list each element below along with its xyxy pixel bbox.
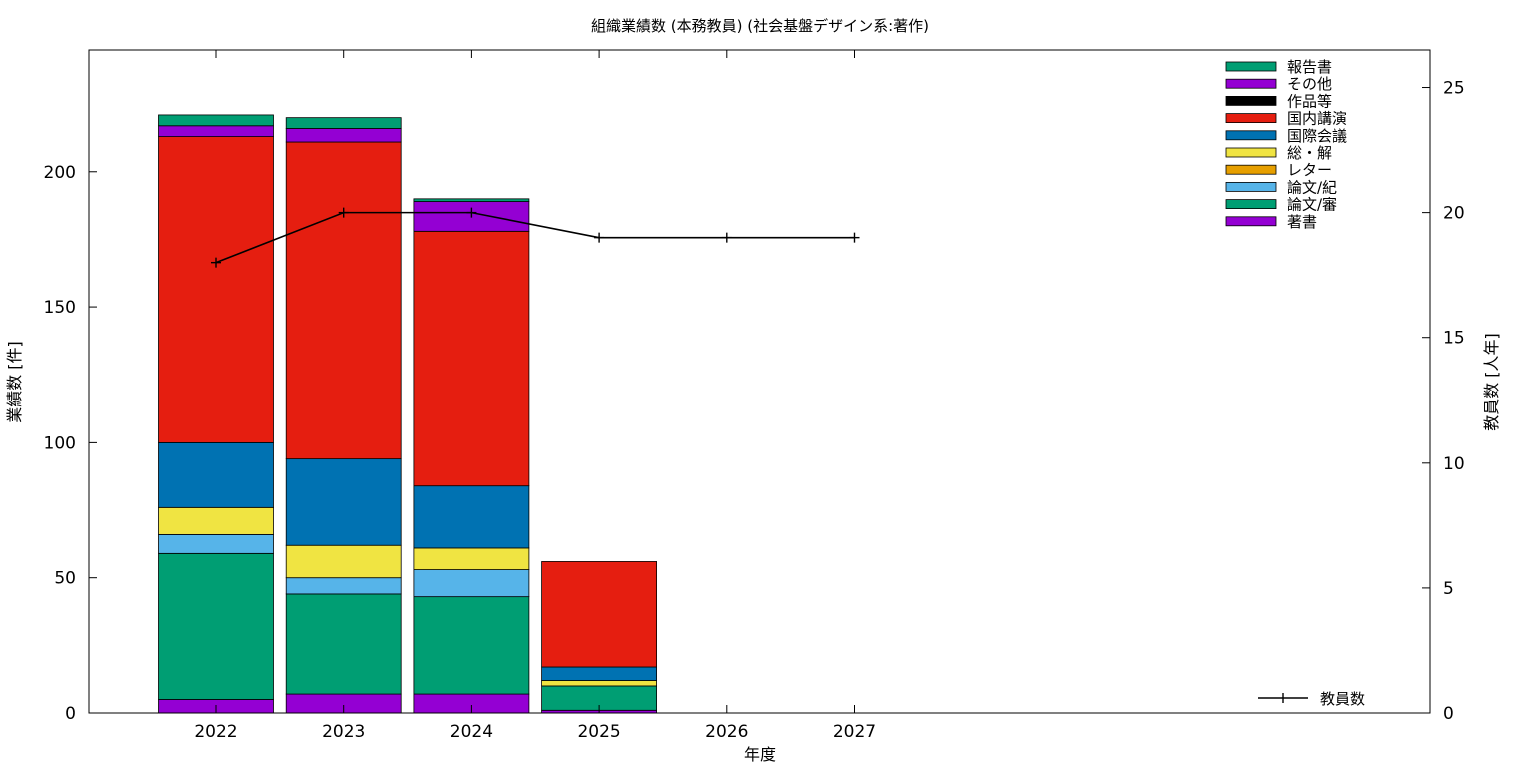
y-axis-left: 0 50 100 150 200	[44, 163, 97, 724]
legend-label: 著書	[1287, 213, 1317, 231]
teacher-count-point-2022	[211, 257, 221, 268]
legend-swatch	[1225, 216, 1277, 227]
teacher-count-point-2023	[338, 207, 349, 218]
x-tick-label-2026: 2026	[705, 722, 748, 742]
y-tick-label-200: 200	[44, 163, 76, 183]
legend-entry-8: 論文/審	[1225, 196, 1337, 214]
teacher-count-point-2027	[849, 232, 860, 243]
legend-line-entry: 教員数	[1258, 690, 1365, 708]
y2-tick-label-10: 10	[1443, 454, 1465, 474]
y2-axis-label: 教員数 [人年]	[1482, 333, 1501, 431]
teacher-count-line	[211, 207, 860, 268]
chart-title: 組織業績数 (本務教員) (社会基盤デザイン系:著作)	[591, 17, 929, 35]
legend-label: 報告書	[1287, 58, 1332, 76]
legend-label: その他	[1287, 75, 1332, 93]
bar-segment-2023-9	[285, 117, 402, 129]
legend-label: 作品等	[1287, 92, 1332, 110]
x-axis-label: 年度	[744, 745, 776, 764]
legend-swatch	[1225, 113, 1277, 123]
legend-entry-2: 作品等	[1225, 92, 1332, 110]
y-tick-label-100: 100	[44, 433, 76, 453]
legend-entry-1: その他	[1225, 75, 1332, 93]
bar-segment-2023-5	[285, 458, 402, 546]
bar-segment-2022-4	[158, 506, 274, 535]
bar-segment-2024-4	[413, 547, 530, 570]
legend-label: 総・解	[1287, 144, 1332, 162]
bars	[158, 114, 657, 714]
legend-entry-0: 報告書	[1225, 58, 1332, 76]
bar-segment-2022-1	[158, 552, 274, 700]
bar-segment-2024-6	[413, 230, 530, 487]
bar-segment-2024-9	[413, 198, 530, 202]
plot-frame	[88, 49, 1431, 714]
teacher-count-polyline	[215, 211, 855, 264]
bar-segment-2022-8	[158, 125, 274, 137]
legend-entry-9: 著書	[1225, 213, 1317, 231]
y-tick-label-0: 0	[65, 704, 76, 724]
teacher-count-point-2025	[594, 232, 605, 243]
legend-label: 論文/紀	[1287, 178, 1337, 196]
legend-swatch	[1225, 181, 1277, 192]
y-tick-label-50: 50	[54, 569, 76, 589]
bar-segment-2024-1	[413, 596, 530, 695]
legend-swatch	[1225, 96, 1277, 106]
bar-segment-2025-5	[541, 666, 657, 681]
bar-segment-2023-6	[285, 141, 402, 460]
y-axis-right: 0 5 10 15 20 25	[1422, 79, 1465, 724]
legend-swatch	[1225, 164, 1277, 175]
teacher-count-point-2024	[466, 207, 477, 218]
bar-segment-2022-6	[158, 136, 274, 443]
bar-segment-2023-2	[285, 577, 402, 595]
legend-entry-3: 国内講演	[1225, 110, 1347, 128]
legend-swatch	[1225, 130, 1277, 141]
bar-segment-2025-6	[541, 561, 657, 668]
bar-segment-2022-2	[158, 533, 274, 554]
legend-line-label: 教員数	[1320, 690, 1365, 708]
legend-label: 国際会議	[1287, 127, 1347, 145]
x-tick-label-2024: 2024	[450, 722, 493, 742]
bar-segment-2025-4	[541, 680, 657, 687]
x-axis: 2022 2023 2024 2025 2026 2027	[194, 50, 876, 742]
legend-entry-7: 論文/紀	[1225, 178, 1337, 196]
legend-swatch	[1225, 78, 1277, 89]
legend-entry-4: 国際会議	[1225, 127, 1347, 145]
y2-tick-label-0: 0	[1443, 704, 1454, 724]
legend-label: レター	[1287, 161, 1332, 179]
y2-tick-label-15: 15	[1443, 329, 1465, 349]
y-tick-label-150: 150	[44, 298, 76, 318]
legend-label: 国内講演	[1287, 110, 1347, 128]
y2-tick-label-20: 20	[1443, 204, 1465, 224]
legend-label: 論文/審	[1287, 196, 1337, 214]
bar-segment-2023-8	[285, 128, 402, 143]
legend-entry-6: レター	[1225, 161, 1332, 179]
bar-segment-2023-1	[285, 593, 402, 695]
x-tick-label-2027: 2027	[833, 722, 876, 742]
legend-entry-5: 総・解	[1225, 144, 1332, 162]
bar-segment-2022-5	[158, 441, 274, 508]
bar-segment-2024-5	[413, 485, 530, 549]
legend-swatch	[1225, 199, 1277, 210]
y-axis-label: 業績数 [件]	[5, 341, 24, 423]
bar-segment-2022-9	[158, 114, 274, 127]
x-tick-label-2022: 2022	[194, 722, 237, 742]
bar-segment-2024-2	[413, 569, 530, 598]
y2-tick-label-25: 25	[1443, 79, 1465, 99]
y2-tick-label-5: 5	[1443, 579, 1454, 599]
x-tick-label-2025: 2025	[577, 722, 620, 742]
legend-swatch	[1225, 61, 1277, 72]
bar-segment-2023-4	[285, 544, 402, 579]
x-tick-label-2023: 2023	[322, 722, 365, 742]
bar-segment-2024-8	[413, 201, 530, 232]
legend-swatch	[1225, 147, 1277, 158]
teacher-count-point-2026	[721, 232, 732, 243]
